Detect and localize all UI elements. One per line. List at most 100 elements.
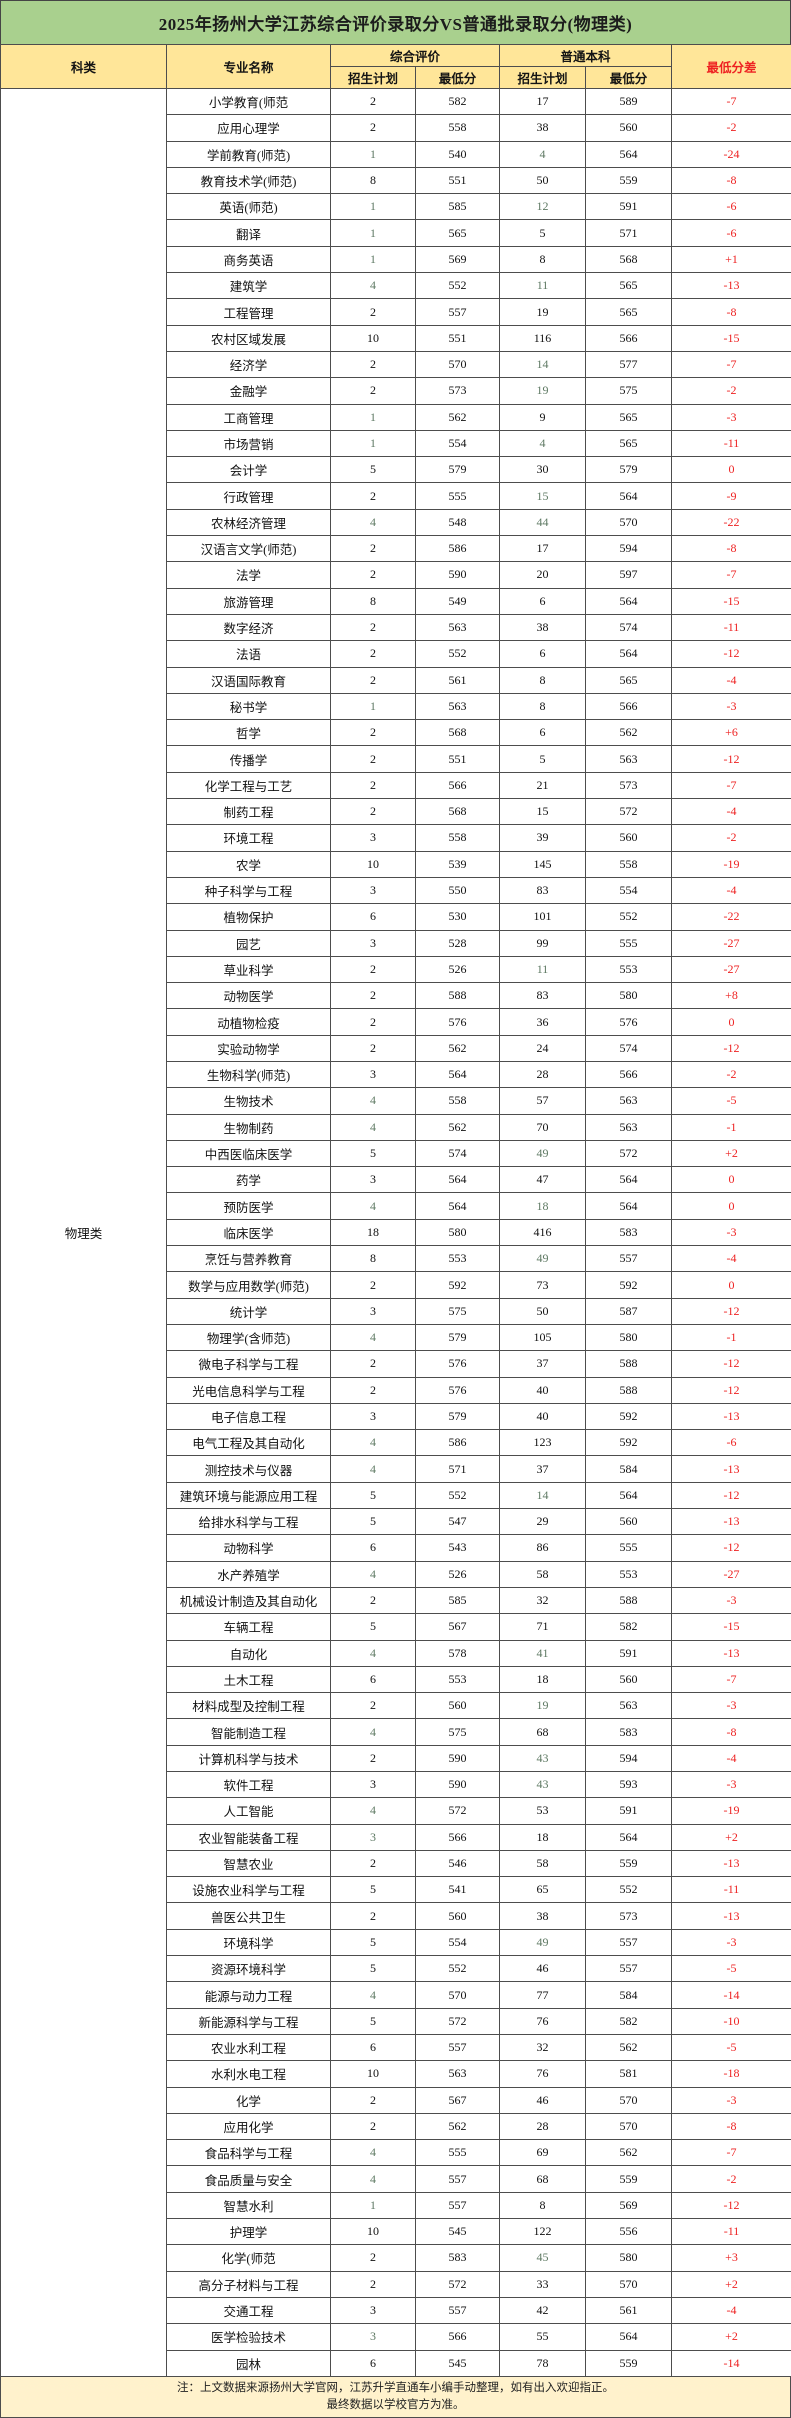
rb-min-score-cell: 588 <box>586 1377 672 1403</box>
major-name-cell: 草业科学 <box>167 956 331 982</box>
rb-plan-cell: 38 <box>500 614 586 640</box>
ce-plan-cell: 2 <box>331 1903 416 1929</box>
score-diff-cell: -6 <box>672 194 791 220</box>
ce-min-score-cell: 555 <box>416 483 500 509</box>
rb-min-score-cell: 564 <box>586 483 672 509</box>
ce-plan-cell: 4 <box>331 1324 416 1350</box>
major-name-cell: 水产养殖学 <box>167 1561 331 1587</box>
footnote-line-2: 最终数据以学校官方为准。 <box>1 2397 790 2414</box>
ce-plan-cell: 4 <box>331 1640 416 1666</box>
score-diff-cell: -12 <box>672 1535 791 1561</box>
ce-min-score-cell: 566 <box>416 772 500 798</box>
rb-min-score-cell: 564 <box>586 1167 672 1193</box>
major-name-cell: 法语 <box>167 641 331 667</box>
rb-min-score-cell: 576 <box>586 1009 672 1035</box>
rb-min-score-cell: 589 <box>586 89 672 115</box>
major-name-cell: 护理学 <box>167 2219 331 2245</box>
major-name-cell: 市场营销 <box>167 430 331 456</box>
ce-plan-cell: 2 <box>331 799 416 825</box>
rb-min-score-cell: 560 <box>586 1666 672 1692</box>
score-diff-cell: -4 <box>672 1246 791 1272</box>
rb-plan-cell: 83 <box>500 877 586 903</box>
ce-plan-cell: 2 <box>331 378 416 404</box>
ce-min-score-cell: 590 <box>416 1772 500 1798</box>
rb-plan-cell: 49 <box>500 1929 586 1955</box>
score-diff-cell: -11 <box>672 2219 791 2245</box>
score-diff-cell: -19 <box>672 1798 791 1824</box>
ce-min-score-cell: 554 <box>416 430 500 456</box>
ce-plan-cell: 4 <box>331 2140 416 2166</box>
major-name-cell: 农业水利工程 <box>167 2034 331 2060</box>
score-diff-cell: -9 <box>672 483 791 509</box>
rb-min-score-cell: 564 <box>586 1482 672 1508</box>
major-name-cell: 电气工程及其自动化 <box>167 1430 331 1456</box>
ce-min-score-cell: 552 <box>416 1956 500 1982</box>
ce-plan-cell: 4 <box>331 1982 416 2008</box>
ce-plan-cell: 5 <box>331 1956 416 1982</box>
major-name-cell: 中西医临床医学 <box>167 1140 331 1166</box>
ce-plan-cell: 5 <box>331 1509 416 1535</box>
ce-min-score-cell: 578 <box>416 1640 500 1666</box>
ce-min-score-cell: 541 <box>416 1877 500 1903</box>
rb-plan-cell: 6 <box>500 720 586 746</box>
score-diff-cell: +2 <box>672 2271 791 2297</box>
rb-min-score-cell: 572 <box>586 799 672 825</box>
major-name-cell: 临床医学 <box>167 1219 331 1245</box>
ce-min-score-cell: 552 <box>416 1482 500 1508</box>
major-name-cell: 设施农业科学与工程 <box>167 1877 331 1903</box>
rb-plan-cell: 46 <box>500 1956 586 1982</box>
rb-min-score-cell: 560 <box>586 1509 672 1535</box>
rb-plan-cell: 11 <box>500 273 586 299</box>
ce-min-score-cell: 543 <box>416 1535 500 1561</box>
score-diff-cell: -13 <box>672 1850 791 1876</box>
ce-min-score-cell: 553 <box>416 1246 500 1272</box>
score-diff-cell: -27 <box>672 930 791 956</box>
rb-min-score-cell: 571 <box>586 220 672 246</box>
rb-plan-cell: 24 <box>500 1035 586 1061</box>
ce-min-score-cell: 553 <box>416 1666 500 1692</box>
rb-plan-cell: 19 <box>500 1693 586 1719</box>
major-name-cell: 新能源科学与工程 <box>167 2008 331 2034</box>
score-diff-cell: -12 <box>672 746 791 772</box>
major-name-cell: 翻译 <box>167 220 331 246</box>
ce-plan-cell: 2 <box>331 772 416 798</box>
group-header-comprehensive-eval: 综合评价 <box>331 45 500 67</box>
rb-plan-cell: 36 <box>500 1009 586 1035</box>
ce-min-score-cell: 557 <box>416 2192 500 2218</box>
ce-min-score-cell: 575 <box>416 1298 500 1324</box>
score-diff-cell: 0 <box>672 1167 791 1193</box>
major-name-cell: 化学 <box>167 2087 331 2113</box>
score-diff-cell: -4 <box>672 877 791 903</box>
ce-plan-cell: 3 <box>331 1298 416 1324</box>
ce-min-score-cell: 560 <box>416 1903 500 1929</box>
rb-plan-cell: 45 <box>500 2245 586 2271</box>
ce-min-score-cell: 549 <box>416 588 500 614</box>
score-diff-cell: -7 <box>672 351 791 377</box>
major-name-cell: 会计学 <box>167 457 331 483</box>
ce-plan-cell: 18 <box>331 1219 416 1245</box>
ce-plan-cell: 2 <box>331 89 416 115</box>
rb-min-score-cell: 560 <box>586 825 672 851</box>
ce-plan-cell: 5 <box>331 1140 416 1166</box>
rb-min-score-cell: 553 <box>586 956 672 982</box>
category-cell: 物理类 <box>1 89 167 2377</box>
ce-min-score-cell: 570 <box>416 351 500 377</box>
rb-plan-cell: 83 <box>500 983 586 1009</box>
score-diff-cell: -3 <box>672 2087 791 2113</box>
ce-plan-cell: 5 <box>331 1614 416 1640</box>
score-diff-cell: -7 <box>672 2140 791 2166</box>
ce-plan-cell: 10 <box>331 2061 416 2087</box>
major-name-cell: 应用心理学 <box>167 115 331 141</box>
rb-min-score-cell: 570 <box>586 2087 672 2113</box>
ce-plan-cell: 4 <box>331 1430 416 1456</box>
ce-min-score-cell: 582 <box>416 89 500 115</box>
ce-min-score-cell: 590 <box>416 562 500 588</box>
major-name-cell: 医学检验技术 <box>167 2324 331 2350</box>
major-name-cell: 动植物检疫 <box>167 1009 331 1035</box>
rb-min-score-cell: 570 <box>586 509 672 535</box>
rb-min-score-cell: 592 <box>586 1430 672 1456</box>
ce-plan-cell: 2 <box>331 614 416 640</box>
score-diff-cell: -13 <box>672 1640 791 1666</box>
ce-min-score-cell: 548 <box>416 509 500 535</box>
